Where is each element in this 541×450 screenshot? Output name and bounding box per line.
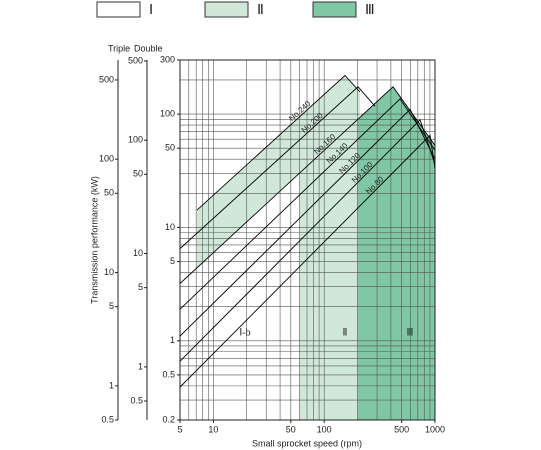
y-tick-label: 0.5	[101, 414, 114, 424]
y-tick-label: 300	[160, 54, 175, 64]
chain-line	[179, 86, 376, 249]
region-2	[196, 75, 360, 420]
y-tick-label: 5	[170, 256, 175, 266]
y-tick-label: 500	[128, 55, 143, 65]
y-tick-label: 1	[170, 335, 175, 345]
legend-swatch	[204, 1, 249, 18]
chain-line	[179, 118, 436, 362]
y-tick-label: 0.5	[130, 395, 143, 405]
region-label: Ⅰ-b	[239, 327, 250, 338]
y-axis-label: Transmission performance (kW)	[89, 176, 99, 304]
legend-swatch	[312, 1, 357, 18]
legend-label: Ⅲ	[365, 3, 375, 18]
chain-line	[196, 74, 361, 211]
double-axis-label: Double	[134, 43, 163, 53]
y-tick-label: 0.5	[162, 369, 175, 379]
legend-swatch	[96, 1, 141, 18]
x-tick-label: 1000	[425, 424, 445, 434]
x-tick-label: 100	[317, 424, 332, 434]
chain-line	[179, 86, 436, 284]
y-tick-label: 500	[99, 74, 114, 84]
y-tick-label: 1	[138, 361, 143, 371]
y-tick-label: 100	[99, 154, 114, 164]
legend-label: Ⅰ	[149, 3, 153, 18]
y-tick-label: 50	[133, 169, 143, 179]
y-tick-label: 50	[165, 143, 175, 153]
y-tick-label: 100	[160, 108, 175, 118]
y-tick-label: 10	[104, 267, 114, 277]
x-tick-label: 10	[208, 424, 218, 434]
y-tick-label: 5	[138, 282, 143, 292]
triple-axis-label: Triple	[108, 43, 130, 53]
plot-frame	[179, 59, 436, 421]
chain-line	[179, 134, 436, 388]
legend-label: Ⅱ	[257, 3, 264, 18]
chain-line	[179, 108, 436, 337]
y-tick-label: 1	[109, 380, 114, 390]
x-tick-label: 50	[286, 424, 296, 434]
region-label: Ⅲ	[407, 327, 414, 338]
chain-line	[179, 98, 436, 310]
y-tick-label: 10	[133, 248, 143, 258]
x-tick-label: 500	[394, 424, 409, 434]
x-axis-label: Small sprocket speed (rpm)	[252, 438, 362, 448]
y-tick-label: 10	[165, 222, 175, 232]
region-label: Ⅱ	[343, 327, 348, 338]
x-tick-label: 5	[177, 424, 182, 434]
y-tick-label: 100	[128, 135, 143, 145]
y-tick-label: 5	[109, 301, 114, 311]
y-tick-label: 0.2	[162, 414, 175, 424]
y-tick-label: 50	[104, 188, 114, 198]
